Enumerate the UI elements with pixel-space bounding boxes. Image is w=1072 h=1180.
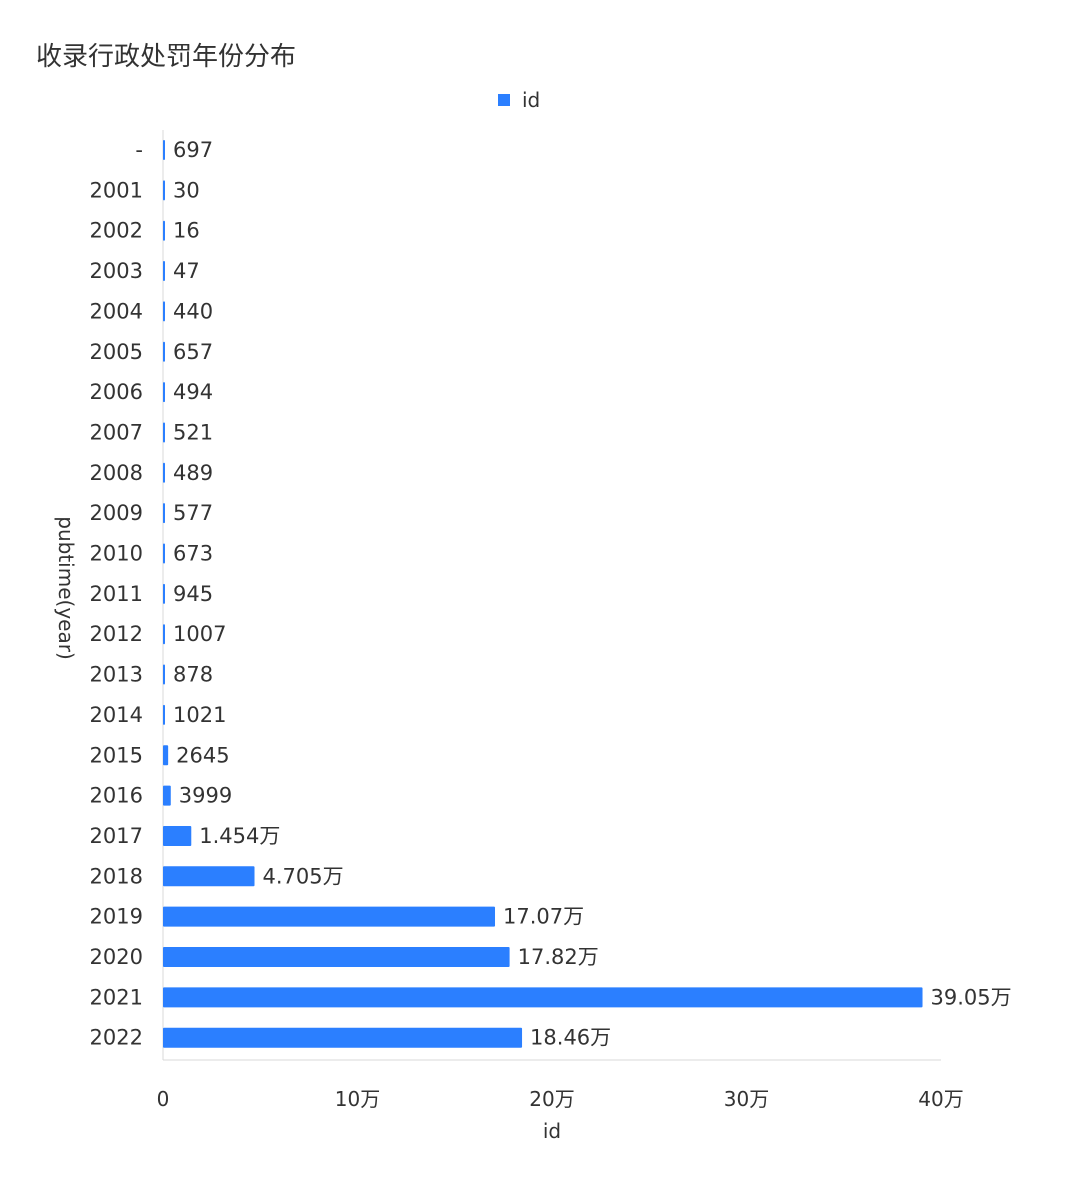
data-label: 697 <box>173 138 213 162</box>
bar-2011[interactable] <box>163 583 165 604</box>
x-tick-label: 40万 <box>918 1087 963 1111</box>
y-tick-label: 2005 <box>90 340 143 364</box>
bar-2020[interactable] <box>163 947 510 967</box>
bar-2008[interactable] <box>163 462 165 483</box>
bar--[interactable] <box>163 140 165 160</box>
data-label: 489 <box>173 461 213 485</box>
data-label: 440 <box>173 299 213 323</box>
y-tick-label: 2010 <box>90 542 143 566</box>
y-tick-label: 2017 <box>90 824 143 848</box>
y-tick-label: 2009 <box>90 501 143 525</box>
y-tick-label: 2014 <box>90 703 143 727</box>
data-label: 18.46万 <box>530 1026 611 1050</box>
y-tick-label: 2012 <box>90 622 143 646</box>
y-tick-label: 2020 <box>90 945 143 969</box>
bar-2004[interactable] <box>163 301 165 322</box>
data-label: 577 <box>173 501 213 525</box>
bar-2014[interactable] <box>163 704 165 725</box>
y-axis-title: pubtime(year) <box>54 516 78 659</box>
data-label: 4.705万 <box>263 864 344 888</box>
data-label: 39.05万 <box>931 985 1012 1009</box>
data-label: 1.454万 <box>199 824 280 848</box>
data-label: 657 <box>173 340 213 364</box>
y-tick-label: 2016 <box>90 784 143 808</box>
data-label: 1007 <box>173 622 226 646</box>
bar-2015[interactable] <box>163 745 169 766</box>
bar-2010[interactable] <box>163 543 165 564</box>
y-tick-label: 2019 <box>90 905 143 929</box>
legend-swatch <box>498 94 510 106</box>
y-tick-label: 2021 <box>90 985 143 1009</box>
bar-2012[interactable] <box>163 624 165 645</box>
bar-2019[interactable] <box>163 906 496 927</box>
x-axis-title: id <box>543 1119 561 1143</box>
bar-2009[interactable] <box>163 503 165 524</box>
data-label: 2645 <box>176 743 229 767</box>
bar-2018[interactable] <box>163 866 255 887</box>
bar-2005[interactable] <box>163 341 165 362</box>
x-tick-label: 30万 <box>724 1087 769 1111</box>
y-tick-label: 2013 <box>90 663 143 687</box>
data-label: 878 <box>173 663 213 687</box>
y-tick-label: 2011 <box>90 582 143 606</box>
bar-2017[interactable] <box>163 825 192 846</box>
bar-2002[interactable] <box>163 220 165 241</box>
y-tick-label: 2001 <box>90 178 143 202</box>
data-label: 16 <box>173 219 200 243</box>
y-tick-label: 2008 <box>90 461 143 485</box>
chart-title: 收录行政处罚年份分布 <box>36 42 297 72</box>
data-label: 673 <box>173 542 213 566</box>
data-label: 30 <box>173 178 200 202</box>
y-tick-label: 2002 <box>90 219 143 243</box>
y-tick-label: 2004 <box>90 299 143 323</box>
data-label: 521 <box>173 420 213 444</box>
data-label: 494 <box>173 380 213 404</box>
bar-2006[interactable] <box>163 382 165 403</box>
bar-2001[interactable] <box>163 180 165 201</box>
data-label: 3999 <box>179 784 232 808</box>
x-tick-label: 10万 <box>335 1087 380 1111</box>
y-tick-label: 2015 <box>90 743 143 767</box>
y-tick-label: 2003 <box>90 259 143 283</box>
data-label: 47 <box>173 259 200 283</box>
y-tick-label: 2022 <box>90 1026 143 1050</box>
x-tick-label: 0 <box>157 1087 170 1111</box>
x-tick-label: 20万 <box>529 1087 574 1111</box>
bar-2013[interactable] <box>163 664 165 685</box>
data-label: 17.07万 <box>503 905 584 929</box>
data-label: 945 <box>173 582 213 606</box>
y-tick-label: 2018 <box>90 864 143 888</box>
bar-2007[interactable] <box>163 422 165 443</box>
bar-2016[interactable] <box>163 785 171 806</box>
data-label: 17.82万 <box>518 945 599 969</box>
bar-2003[interactable] <box>163 261 165 282</box>
legend-label: id <box>522 88 541 112</box>
bar-2021[interactable] <box>163 987 923 1008</box>
y-tick-label: 2006 <box>90 380 143 404</box>
bar-2022[interactable] <box>163 1027 523 1048</box>
y-tick-label: 2007 <box>90 420 143 444</box>
legend-item-id[interactable]: id <box>498 86 540 114</box>
data-label: 1021 <box>173 703 226 727</box>
y-tick-label: - <box>135 138 143 162</box>
